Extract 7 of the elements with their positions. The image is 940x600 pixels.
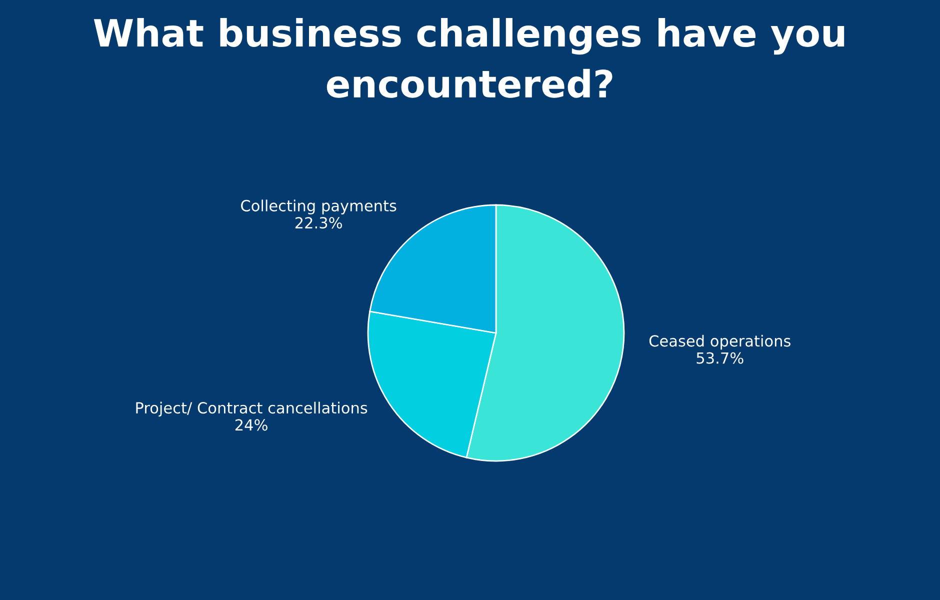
data-label: 22.3% <box>295 217 342 229</box>
slice-label: Ceased operations <box>649 334 790 350</box>
slice-label: Project/ Contract cancellations <box>136 402 368 417</box>
chart-title: What business challenges have you encountered? <box>94 18 844 98</box>
data-label: 24% <box>235 419 268 431</box>
data-label: 53.7% <box>696 352 744 364</box>
slice-label: Collecting payments <box>241 200 396 214</box>
